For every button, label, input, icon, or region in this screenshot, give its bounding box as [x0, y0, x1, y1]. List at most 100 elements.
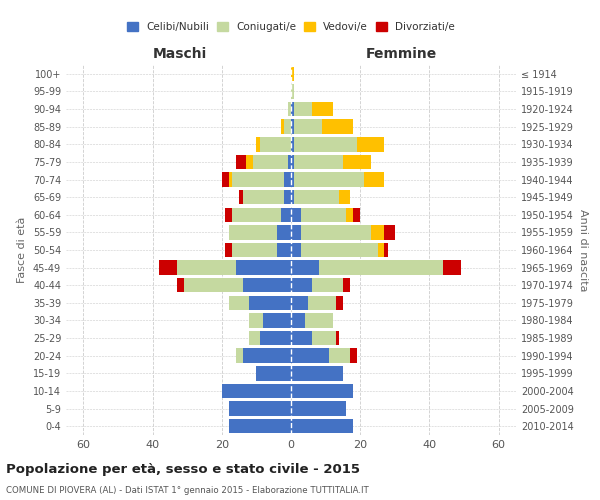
Bar — [329, 348, 350, 363]
Bar — [256, 366, 291, 380]
Bar — [225, 243, 232, 257]
Bar — [340, 190, 350, 204]
Bar — [291, 243, 301, 257]
Bar — [357, 137, 385, 152]
Bar — [443, 260, 461, 275]
Bar — [284, 190, 291, 204]
Bar — [229, 402, 291, 416]
Bar — [281, 208, 291, 222]
Bar — [291, 296, 308, 310]
Bar — [284, 120, 291, 134]
Bar — [250, 314, 263, 328]
Bar — [305, 314, 332, 328]
Bar — [291, 402, 346, 416]
Bar — [385, 225, 395, 240]
Bar — [239, 190, 242, 204]
Bar — [291, 66, 295, 81]
Text: Femmine: Femmine — [366, 48, 437, 62]
Bar — [260, 137, 291, 152]
Bar — [291, 137, 295, 152]
Bar — [385, 243, 388, 257]
Bar — [353, 208, 360, 222]
Bar — [284, 172, 291, 186]
Bar — [291, 225, 301, 240]
Bar — [312, 331, 336, 345]
Bar — [291, 384, 353, 398]
Bar — [291, 120, 295, 134]
Bar — [256, 137, 260, 152]
Bar — [160, 260, 177, 275]
Bar — [301, 225, 371, 240]
Bar — [281, 120, 284, 134]
Bar — [250, 331, 260, 345]
Bar — [291, 172, 295, 186]
Bar — [291, 314, 305, 328]
Bar — [295, 172, 364, 186]
Bar — [291, 154, 295, 169]
Bar — [350, 348, 357, 363]
Bar — [291, 331, 312, 345]
Bar — [225, 208, 232, 222]
Bar — [229, 172, 232, 186]
Bar — [301, 208, 346, 222]
Bar — [184, 278, 242, 292]
Bar — [291, 348, 329, 363]
Legend: Celibi/Nubili, Coniugati/e, Vedovi/e, Divorziati/e: Celibi/Nubili, Coniugati/e, Vedovi/e, Di… — [127, 22, 455, 32]
Y-axis label: Fasce di età: Fasce di età — [17, 217, 27, 283]
Bar — [177, 260, 236, 275]
Bar — [295, 102, 312, 117]
Bar — [295, 120, 322, 134]
Text: Popolazione per età, sesso e stato civile - 2015: Popolazione per età, sesso e stato civil… — [6, 462, 360, 475]
Bar — [232, 172, 284, 186]
Bar — [242, 348, 291, 363]
Bar — [377, 243, 385, 257]
Bar — [291, 419, 353, 434]
Bar — [242, 278, 291, 292]
Bar — [295, 137, 357, 152]
Bar — [287, 102, 291, 117]
Bar — [253, 154, 287, 169]
Bar — [291, 102, 295, 117]
Bar — [236, 260, 291, 275]
Bar — [364, 172, 385, 186]
Text: Maschi: Maschi — [153, 48, 208, 62]
Bar — [322, 120, 353, 134]
Bar — [236, 348, 242, 363]
Bar — [319, 260, 443, 275]
Bar — [250, 296, 291, 310]
Bar — [229, 225, 277, 240]
Bar — [291, 190, 295, 204]
Bar — [295, 154, 343, 169]
Text: COMUNE DI PIOVERA (AL) - Dati ISTAT 1° gennaio 2015 - Elaborazione TUTTITALIA.IT: COMUNE DI PIOVERA (AL) - Dati ISTAT 1° g… — [6, 486, 369, 495]
Bar — [287, 154, 291, 169]
Bar — [343, 154, 371, 169]
Bar — [291, 260, 319, 275]
Bar — [343, 278, 350, 292]
Bar — [312, 278, 343, 292]
Bar — [312, 102, 332, 117]
Bar — [236, 154, 246, 169]
Bar — [291, 366, 343, 380]
Bar — [260, 331, 291, 345]
Bar — [229, 419, 291, 434]
Bar — [232, 243, 277, 257]
Bar — [277, 243, 291, 257]
Bar — [346, 208, 353, 222]
Bar — [295, 190, 340, 204]
Bar — [246, 154, 253, 169]
Bar — [291, 84, 295, 98]
Bar — [371, 225, 385, 240]
Bar — [308, 296, 336, 310]
Bar — [277, 225, 291, 240]
Bar — [222, 384, 291, 398]
Y-axis label: Anni di nascita: Anni di nascita — [578, 209, 587, 291]
Bar — [291, 208, 301, 222]
Bar — [336, 296, 343, 310]
Bar — [263, 314, 291, 328]
Bar — [336, 331, 340, 345]
Bar — [222, 172, 229, 186]
Bar — [232, 208, 281, 222]
Bar — [291, 278, 312, 292]
Bar — [177, 278, 184, 292]
Bar — [242, 190, 284, 204]
